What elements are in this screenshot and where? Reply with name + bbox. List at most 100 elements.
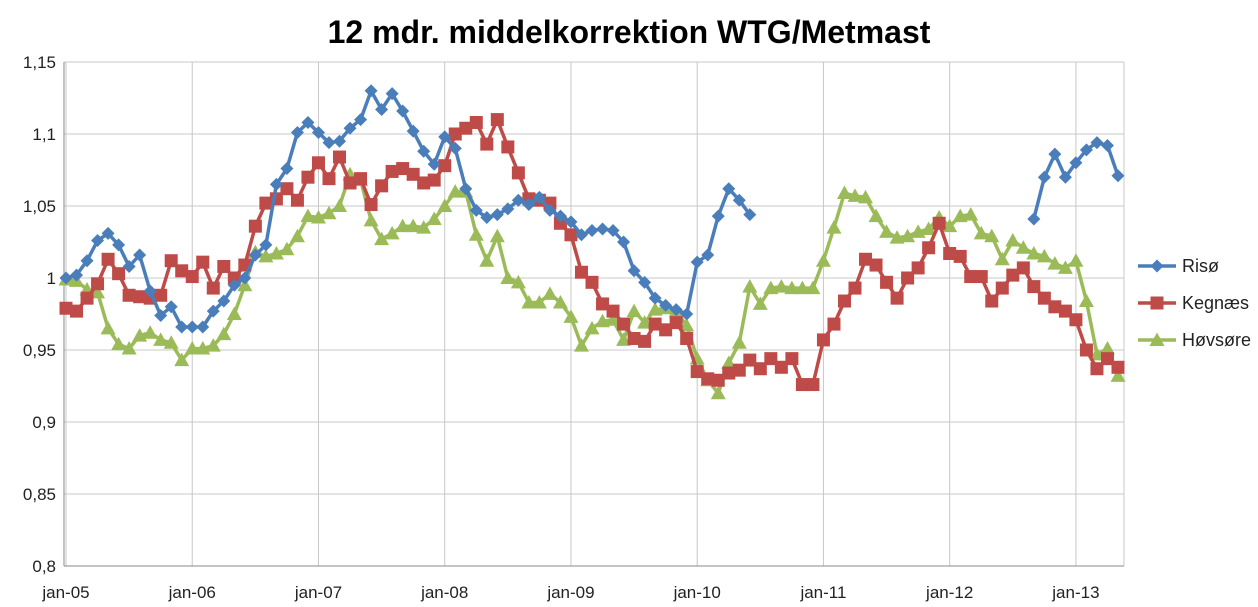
data-point <box>417 144 431 158</box>
data-point <box>80 254 94 268</box>
data-point <box>1037 291 1051 305</box>
data-point <box>648 291 662 305</box>
data-point <box>680 307 694 321</box>
data-point <box>731 335 747 349</box>
data-point <box>1100 139 1114 153</box>
x-tick-label: jan-06 <box>168 583 216 602</box>
data-point <box>553 209 567 223</box>
data-point <box>384 225 400 240</box>
data-point <box>1037 170 1051 184</box>
data-point <box>70 268 84 282</box>
data-point <box>659 323 673 337</box>
data-point <box>805 280 821 295</box>
data-point <box>596 222 610 236</box>
data-point <box>1047 256 1063 270</box>
data-point <box>1015 240 1031 254</box>
data-point <box>742 279 758 293</box>
data-point <box>332 198 348 212</box>
data-point <box>521 294 537 309</box>
axes: 0,8 0,85 0,9 0,95 1 1,05 1,1 1,15 jan-05 jan-06 ja… <box>23 53 1124 602</box>
series-layer <box>58 84 1126 400</box>
data-point <box>901 271 915 285</box>
data-point <box>500 270 516 284</box>
y-tick-label: 0,9 <box>32 413 56 432</box>
data-point <box>1079 343 1093 357</box>
data-point <box>501 140 515 154</box>
data-point <box>164 300 178 314</box>
data-point <box>364 84 378 98</box>
data-point <box>112 238 126 252</box>
data-point <box>290 193 304 207</box>
data-point <box>563 309 579 323</box>
x-tick-label: jan-08 <box>420 583 468 602</box>
data-point <box>448 127 462 141</box>
x-tick-label: jan-07 <box>294 583 342 602</box>
data-point <box>732 363 746 377</box>
data-point <box>501 202 515 216</box>
data-point <box>447 184 463 198</box>
data-point <box>985 294 999 308</box>
data-point <box>142 325 158 339</box>
data-point <box>1036 248 1052 263</box>
data-point <box>490 208 504 222</box>
data-point <box>785 352 799 366</box>
data-point <box>994 251 1010 266</box>
data-point <box>637 315 653 329</box>
data-point <box>259 238 273 252</box>
data-point <box>1068 253 1084 267</box>
data-point <box>605 312 621 326</box>
data-point <box>448 141 462 155</box>
series-ris <box>59 84 1125 334</box>
data-point <box>984 228 1000 243</box>
data-point <box>133 290 147 304</box>
data-point <box>269 177 283 191</box>
data-point <box>385 164 399 178</box>
legend-label: Høvsøre <box>1182 330 1251 350</box>
data-point <box>226 306 242 320</box>
data-point <box>59 301 73 315</box>
data-point <box>154 308 168 322</box>
x-tick-label: jan-11 <box>799 583 846 602</box>
legend-marker <box>1150 259 1164 273</box>
gridlines <box>64 61 1125 567</box>
data-point <box>1078 293 1094 308</box>
data-point <box>280 182 294 196</box>
legend-item: Risø <box>1138 256 1219 276</box>
series-line <box>65 89 752 329</box>
data-point <box>859 252 873 266</box>
data-point <box>669 316 683 330</box>
data-point <box>827 317 841 331</box>
data-point <box>596 297 610 311</box>
data-point <box>459 121 473 135</box>
data-point <box>963 207 979 221</box>
legend: Risø Kegnæs Høvsøre <box>1138 256 1251 350</box>
data-point <box>573 338 589 352</box>
series-h-vs-re <box>58 166 1126 400</box>
data-point <box>921 221 937 236</box>
data-point <box>585 223 599 237</box>
data-point <box>616 332 632 346</box>
legend-label: Kegnæs <box>1182 293 1249 313</box>
data-point <box>300 208 316 223</box>
data-point <box>837 294 851 308</box>
data-point <box>121 341 137 355</box>
data-point <box>217 294 231 308</box>
data-point <box>974 270 988 284</box>
data-point <box>143 284 157 298</box>
legend-item: Høvsøre <box>1138 330 1251 350</box>
data-point <box>206 281 220 295</box>
data-point <box>354 113 368 127</box>
data-point <box>763 280 779 295</box>
data-point <box>627 264 641 278</box>
data-point <box>721 355 737 369</box>
legend-marker <box>1149 332 1165 346</box>
data-point <box>343 176 357 190</box>
data-point <box>375 103 389 117</box>
data-point <box>784 280 800 295</box>
data-point <box>1027 280 1041 294</box>
data-point <box>617 235 631 249</box>
legend-item: Kegnæs <box>1138 293 1249 313</box>
data-point <box>468 227 484 241</box>
data-point <box>280 162 294 176</box>
data-point <box>70 304 84 318</box>
